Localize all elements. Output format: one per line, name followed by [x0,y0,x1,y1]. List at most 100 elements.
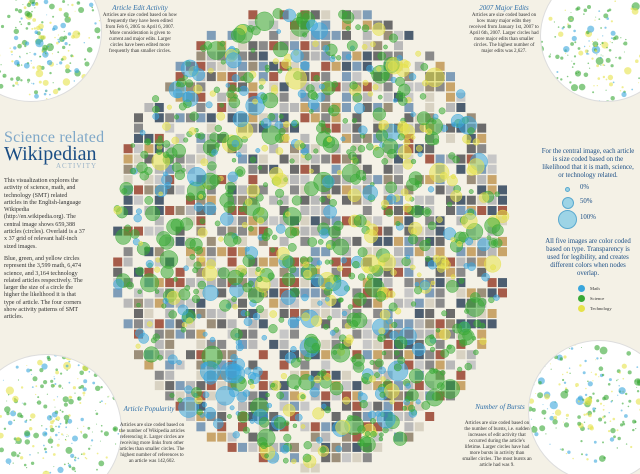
article-circle [335,445,343,453]
article-image-tile [435,319,445,329]
article-image-tile [373,298,383,308]
article-image-tile [258,164,268,174]
article-circle [381,71,390,81]
mini-article-circle [67,32,72,36]
article-circle [182,91,193,103]
article-image-tile [290,412,299,421]
article-image-tile [404,72,414,82]
article-image-tile [373,216,383,226]
article-image-tile [206,236,216,246]
article-image-tile [466,195,476,205]
size-legend-intro: For the central image, each article is s… [541,148,635,179]
article-image-tile [238,236,247,246]
mini-article-circle [585,387,587,390]
article-image-tile [238,442,247,452]
article-image-tile [238,422,247,432]
mini-article-circle [10,77,14,81]
mini-article-circle [74,68,80,74]
article-image-tile [258,113,268,123]
mini-article-circle [32,82,35,85]
article-image-tile [352,236,362,246]
mini-article-circle [82,364,89,372]
article-circle [209,90,216,97]
article-circle [290,49,304,63]
article-circle [258,417,270,428]
mini-article-circle [615,56,617,59]
article-circle [291,120,297,127]
mini-article-circle [61,96,65,101]
article-image-tile [186,278,195,288]
mini-article-circle [66,369,68,371]
article-image-tile [196,401,206,411]
article-circle [250,48,256,53]
article-image-tile [487,175,497,185]
mini-article-circle [8,463,11,465]
article-image-tile [279,113,289,123]
mini-article-circle [72,55,75,58]
mini-article-circle [26,365,28,366]
article-circle [450,237,456,243]
article-image-tile [248,10,258,20]
article-circle [261,125,281,145]
article-image-tile [487,247,497,257]
article-circle [256,275,263,283]
article-circle [323,324,329,330]
article-circle [159,250,179,269]
article-image-tile [175,185,185,195]
corner-major-edits-map [540,0,640,102]
article-circle [357,145,366,153]
article-image-tile [352,123,362,133]
mini-article-circle [600,357,602,360]
article-image-tile [206,113,216,123]
article-circle [304,153,312,161]
article-image-tile [321,350,331,360]
article-circle [319,446,327,454]
article-circle [202,361,208,367]
article-image-tile [373,350,383,360]
mini-article-circle [0,70,2,73]
mini-article-circle [52,419,55,423]
mini-article-circle [598,10,601,12]
article-circle [386,194,397,205]
article-image-tile [425,309,435,318]
mini-article-circle [116,394,121,401]
mini-article-circle [598,100,600,101]
article-image-tile [331,370,341,380]
article-image-tile [383,267,393,277]
article-image-tile [217,319,227,329]
article-image-tile [435,185,445,195]
article-circle [376,409,396,429]
article-circle [432,113,439,120]
article-image-tile [342,103,351,112]
article-image-tile [425,329,435,339]
article-circle [372,107,386,121]
article-image-tile [134,185,143,195]
mini-article-circle [52,453,56,456]
mini-article-circle [602,35,604,37]
article-image-tile [290,61,299,71]
article-image-tile [248,41,258,51]
mini-article-circle [531,407,536,412]
article-image-tile [383,236,393,246]
article-circle [348,151,357,161]
mini-article-circle [65,364,69,368]
mini-article-circle [53,355,58,357]
mini-article-circle [573,29,576,33]
article-circle [290,346,297,353]
article-circle [260,441,268,450]
article-image-tile [269,257,279,267]
article-image-tile [196,144,206,154]
article-image-tile [175,154,185,164]
mini-article-circle [80,432,82,434]
article-circle [303,269,312,279]
article-image-tile [404,432,414,442]
size-legend-50-circle [562,197,574,209]
article-circle [281,58,292,69]
article-image-tile [154,175,164,185]
article-circle [256,305,264,314]
mini-article-circle [89,78,92,81]
article-image-tile [269,144,279,154]
article-circle [336,265,344,272]
article-circle [421,400,431,410]
mini-article-circle [90,445,92,447]
